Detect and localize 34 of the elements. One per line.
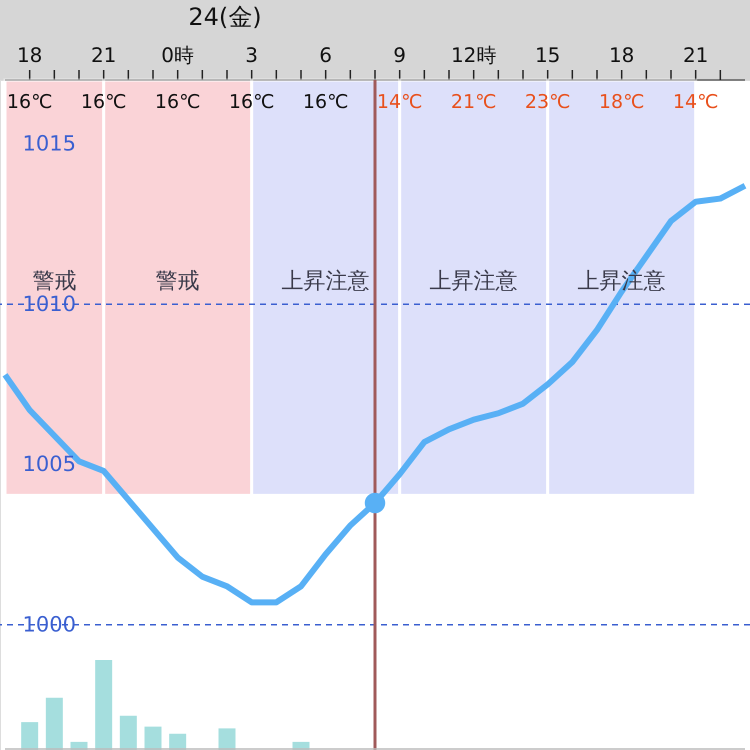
chart-title: 24(金) bbox=[188, 3, 262, 31]
band-label: 警戒 bbox=[156, 269, 200, 294]
y-tick-label: 1010 bbox=[22, 292, 76, 316]
annotation: 18℃ bbox=[598, 91, 644, 113]
annotation: 14℃ bbox=[672, 91, 718, 113]
annotation: 16℃ bbox=[6, 91, 52, 113]
x-tick-label: 18 bbox=[608, 43, 634, 67]
y-tick-label: 1015 bbox=[22, 132, 76, 156]
annotation: 16℃ bbox=[80, 91, 126, 113]
x-tick-label: 0時 bbox=[161, 43, 194, 67]
bar bbox=[144, 726, 162, 750]
x-tick-label: 21 bbox=[90, 43, 116, 67]
bar bbox=[21, 722, 38, 750]
x-tick-label: 3 bbox=[245, 43, 258, 67]
y-tick-label: 1005 bbox=[22, 452, 76, 476]
bar bbox=[46, 698, 63, 750]
annotation: 16℃ bbox=[228, 91, 274, 113]
annotation: 23℃ bbox=[524, 91, 570, 113]
x-tick-label: 15 bbox=[534, 43, 560, 67]
annotation: 21℃ bbox=[450, 91, 496, 113]
x-tick-label: 6 bbox=[319, 43, 332, 67]
x-tick-label: 12時 bbox=[450, 43, 496, 67]
band-label: 上昇注意 bbox=[282, 269, 370, 294]
y-tick-label: 1000 bbox=[22, 612, 76, 636]
bar bbox=[95, 660, 112, 750]
annotation: 14℃ bbox=[376, 91, 422, 113]
annotation: 16℃ bbox=[154, 91, 200, 113]
x-tick-label: 9 bbox=[393, 43, 406, 67]
bar bbox=[120, 716, 137, 750]
band-label: 警戒 bbox=[32, 269, 76, 294]
x-tick-label: 18 bbox=[16, 43, 42, 67]
x-tick-label: 21 bbox=[682, 43, 708, 67]
band-label: 上昇注意 bbox=[430, 269, 518, 294]
annotation: 16℃ bbox=[302, 91, 348, 113]
